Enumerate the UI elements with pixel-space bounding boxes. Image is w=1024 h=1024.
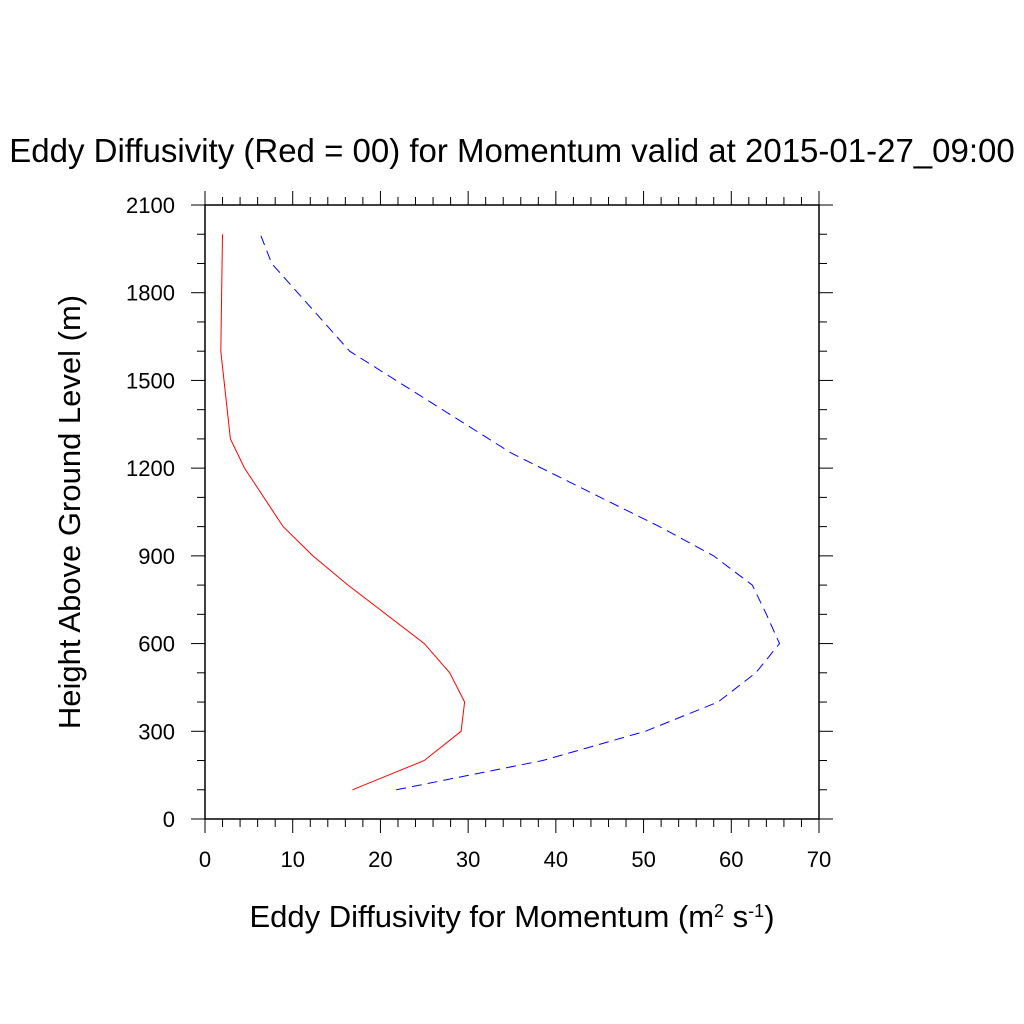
series-red-line	[220, 234, 466, 791]
y-tick-label: 2100	[126, 193, 175, 218]
x-tick-label: 50	[631, 847, 655, 872]
series-layer	[220, 234, 781, 791]
plot-frame	[204, 204, 820, 820]
x-tick-label: 70	[807, 847, 831, 872]
x-tick-label: 10	[280, 847, 304, 872]
y-tick-label: 1200	[126, 456, 175, 481]
series-blue-line	[259, 234, 781, 791]
y-tick-label: 0	[163, 807, 175, 832]
x-axis-label-end: )	[764, 899, 774, 934]
x-axis-label: Eddy Diffusivity for Momentum (m2 s-1)	[249, 899, 774, 934]
x-tick-label: 30	[456, 847, 480, 872]
y-axis-label: Height Above Ground Level (m)	[52, 295, 87, 729]
x-axis-label-main: Eddy Diffusivity for Momentum (m	[249, 899, 714, 934]
x-axis-label-sup1: 2	[714, 901, 724, 921]
x-axis-label-sup2: -1	[748, 901, 764, 921]
x-tick-label: 0	[199, 847, 211, 872]
x-tick-label: 40	[544, 847, 568, 872]
x-tick-label: 20	[368, 847, 392, 872]
y-tick-label: 600	[138, 632, 175, 657]
y-tick-label: 1800	[126, 281, 175, 306]
x-axis-label-mid: s	[724, 899, 748, 934]
y-tick-label: 300	[138, 719, 175, 744]
ticks-layer: 0 10 20 30 40 50 60 70 0 300 600 900 1200 1500 1800 210…	[126, 191, 833, 872]
y-tick-label: 900	[138, 544, 175, 569]
chart-title: Eddy Diffusivity (Red = 00) for Momentum…	[9, 132, 1015, 169]
x-tick-label: 60	[719, 847, 743, 872]
y-tick-label: 1500	[126, 368, 175, 393]
